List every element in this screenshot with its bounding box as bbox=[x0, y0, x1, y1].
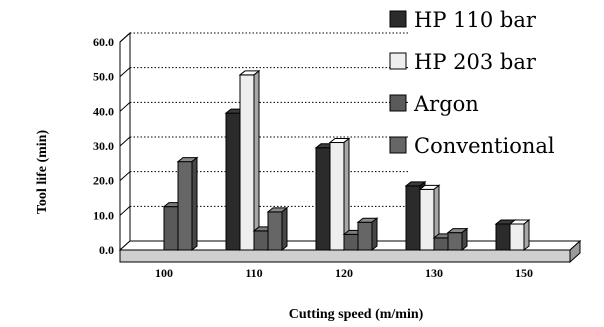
floor-side bbox=[569, 239, 581, 264]
y-tick-label: 40.0 bbox=[93, 104, 114, 118]
bar-front bbox=[253, 230, 269, 251]
x-axis-title: Cutting speed (m/min) bbox=[289, 307, 424, 322]
gridline-corner bbox=[119, 32, 131, 43]
bar-front bbox=[447, 232, 463, 251]
bar-front bbox=[509, 223, 525, 251]
bar-front bbox=[177, 161, 193, 251]
bar-front bbox=[315, 147, 331, 251]
gridlines bbox=[119, 32, 410, 216]
bar bbox=[446, 227, 469, 252]
bar bbox=[238, 69, 261, 252]
bar-front bbox=[225, 112, 241, 251]
x-tick-label: 120 bbox=[335, 266, 353, 280]
bar-front bbox=[267, 211, 283, 251]
x-tick-label: 110 bbox=[245, 266, 262, 280]
bar-front bbox=[419, 188, 435, 251]
x-axis-ticks: 100 110 120 130 150 bbox=[155, 266, 533, 280]
bar-side bbox=[191, 156, 198, 252]
y-tick-label: 20.0 bbox=[93, 174, 114, 188]
legend-swatch bbox=[389, 94, 407, 112]
bar bbox=[328, 137, 351, 252]
bar-side bbox=[461, 227, 468, 252]
y-tick-label: 30.0 bbox=[93, 139, 114, 153]
x-tick-label: 130 bbox=[425, 266, 443, 280]
y-tick-label: 0.0 bbox=[99, 243, 114, 257]
bar-front bbox=[405, 185, 421, 251]
gridline-corner bbox=[119, 101, 131, 112]
bar bbox=[356, 217, 379, 252]
bar-front bbox=[433, 237, 449, 251]
bar-side bbox=[281, 206, 288, 252]
legend-label: Argon bbox=[413, 92, 479, 116]
bar bbox=[508, 218, 531, 252]
gridline-corner bbox=[119, 205, 131, 216]
bar-front bbox=[163, 206, 179, 251]
y-tick-label: 10.0 bbox=[93, 208, 114, 222]
bar-side bbox=[371, 217, 378, 252]
legend: HP 110 bar HP 203 bar Argon Conventional bbox=[389, 8, 555, 158]
legend-swatch bbox=[389, 10, 407, 28]
bar-front bbox=[357, 221, 373, 251]
bar-side bbox=[253, 69, 260, 252]
y-tick-label: 60.0 bbox=[93, 35, 114, 49]
bar-front bbox=[343, 233, 359, 251]
y-tick-label: 50.0 bbox=[93, 70, 114, 84]
bar bbox=[176, 156, 199, 252]
legend-swatch bbox=[389, 52, 407, 70]
bar-side bbox=[523, 218, 530, 252]
y-axis-ticks: 0.0 10.0 20.0 30.0 40.0 50.0 60.0 bbox=[93, 35, 114, 257]
legend-label: HP 203 bar bbox=[414, 50, 537, 74]
gridline-corner bbox=[119, 171, 131, 182]
bar bbox=[266, 206, 289, 252]
x-tick-label: 100 bbox=[155, 266, 173, 280]
bars bbox=[162, 69, 531, 252]
x-tick-label: 150 bbox=[515, 266, 533, 280]
bar-front bbox=[495, 223, 511, 251]
legend-swatch bbox=[389, 136, 407, 154]
legend-label: Conventional bbox=[414, 134, 555, 158]
floor-front bbox=[119, 249, 571, 263]
gridline-corner bbox=[119, 136, 131, 147]
bar-front bbox=[329, 142, 345, 251]
y-axis-title: Tool life (min) bbox=[35, 130, 50, 215]
gridline-corner bbox=[119, 67, 131, 78]
bar-front bbox=[239, 74, 255, 251]
legend-label: HP 110 bar bbox=[414, 8, 537, 32]
